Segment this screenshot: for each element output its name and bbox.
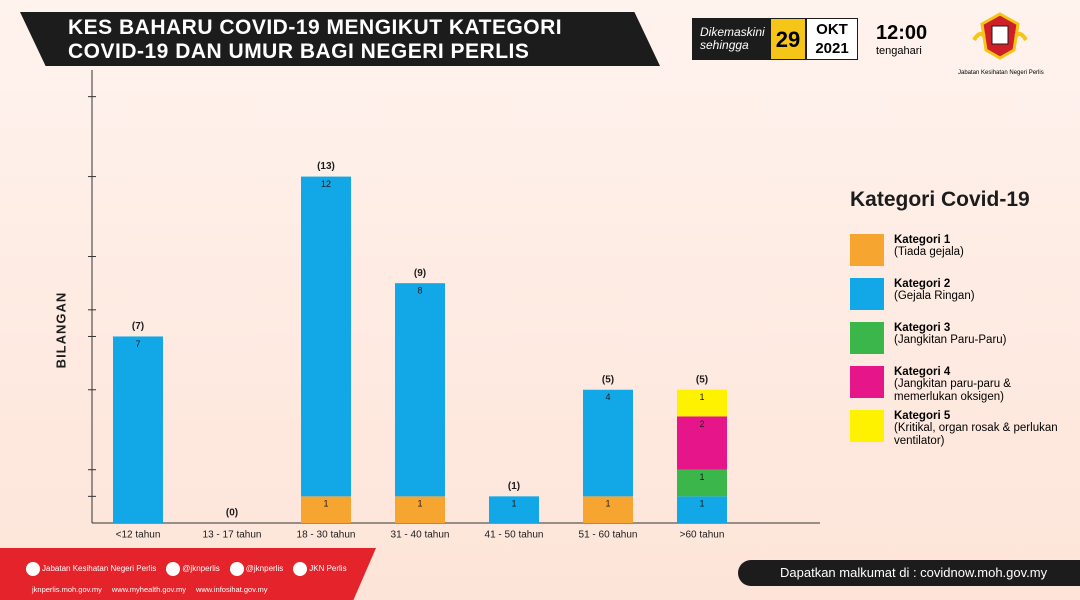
legend-description: (Jangkitan paru-paru & memerlukan oksige… <box>894 378 1011 403</box>
logo-text: Jabatan Kesihatan Negeri Perlis <box>958 70 1044 76</box>
legend-item: Kategori 1 (Tiada gejala) <box>850 234 1070 278</box>
website: www.myhealth.gov.my <box>111 585 186 594</box>
updated-label: Dikemaskini sehingga <box>692 18 770 60</box>
bar-segment <box>489 496 539 523</box>
total-label: (5) <box>602 374 614 385</box>
bar-segment <box>677 469 727 497</box>
legend-item: Kategori 3 (Jangkitan Paru-Paru) <box>850 322 1070 366</box>
bar-segment <box>301 496 351 523</box>
time: 12:00 <box>876 22 928 44</box>
legend-description: (Gejala Ringan) <box>894 290 975 302</box>
segment-label: 1 <box>699 499 704 509</box>
legend-text: Kategori 1 (Tiada gejala) <box>894 234 964 278</box>
social-list: Jabatan Kesihatan Negeri Perlis @jknperli… <box>26 562 347 576</box>
bar-segment <box>395 283 445 497</box>
legend-name: Kategori 4 <box>894 366 951 378</box>
legend-text: Kategori 5 (Kritikal, organ rosak & perlu… <box>894 410 1070 454</box>
bar-segment <box>583 496 633 523</box>
legend-text: Kategori 3 (Jangkitan Paru-Paru) <box>894 322 1007 366</box>
segment-label: 1 <box>605 499 610 509</box>
social-handle: @jknperlis <box>166 562 219 576</box>
segment-label: 7 <box>135 339 140 349</box>
x-tick-label: 13 - 17 tahun <box>203 530 262 541</box>
segment-label: 2 <box>699 419 704 429</box>
x-tick-label: <12 tahun <box>116 530 161 541</box>
logo <box>972 12 1028 60</box>
time-note: tengahari <box>876 45 922 57</box>
total-label: (13) <box>317 161 335 172</box>
legend-swatch <box>850 234 884 266</box>
legend-description: (Kritikal, organ rosak & perlukan ventil… <box>894 422 1058 447</box>
social-handle: @jknperlis <box>230 562 283 576</box>
website: www.infosihat.gov.my <box>195 585 268 594</box>
total-label: (9) <box>414 268 426 279</box>
legend-title: Kategori Covid-19 <box>850 188 1030 211</box>
legend-description: (Jangkitan Paru-Paru) <box>894 334 1007 346</box>
segment-label: 1 <box>699 472 704 482</box>
x-tick-label: >60 tahun <box>680 530 725 541</box>
bar-segment <box>113 336 163 523</box>
x-tick-label: 18 - 30 tahun <box>297 530 356 541</box>
bar-segment <box>301 176 351 497</box>
total-label: (7) <box>132 321 144 332</box>
segment-label: 1 <box>323 499 328 509</box>
legend-swatch <box>850 278 884 310</box>
month: OKT <box>816 21 848 38</box>
day: 29 <box>770 18 806 60</box>
bar-segment <box>677 496 727 523</box>
bar-segment <box>677 416 727 470</box>
segment-label: 1 <box>417 499 422 509</box>
year: 2021 <box>815 40 849 57</box>
title-line: KES BAHARU COVID-19 MENGIKUT KATEGORI <box>68 16 563 39</box>
legend-item: Kategori 4 (Jangkitan paru-paru & memerlu… <box>850 366 1070 410</box>
legend-name: Kategori 5 <box>894 410 951 422</box>
title-line: COVID-19 DAN UMUR BAGI NEGERI PERLIS <box>68 40 530 63</box>
source-note: Dapatkan malkumat di : covidnow.moh.gov.… <box>738 560 1080 586</box>
footer-social: Jabatan Kesihatan Negeri Perlis @jknperli… <box>0 548 376 600</box>
legend-name: Kategori 3 <box>894 322 951 334</box>
bar-segment <box>583 389 633 497</box>
title-banner: KES BAHARU COVID-19 MENGIKUT KATEGORI CO… <box>20 12 660 66</box>
total-label: (5) <box>696 374 708 385</box>
legend-item: Kategori 5 (Kritikal, organ rosak & perlu… <box>850 410 1070 454</box>
legend-text: Kategori 4 (Jangkitan paru-paru & memerlu… <box>894 366 1070 410</box>
segment-label: 4 <box>605 392 610 402</box>
x-tick-label: 51 - 60 tahun <box>579 530 638 541</box>
legend-item: Kategori 2 (Gejala Ringan) <box>850 278 1070 322</box>
y-axis-label: BILANGAN <box>53 292 68 369</box>
x-tick-label: 31 - 40 tahun <box>391 530 450 541</box>
legend-text: Kategori 2 (Gejala Ringan) <box>894 278 975 322</box>
month-year: OKT 2021 <box>806 18 858 60</box>
website: jknperlis.moh.gov.my <box>32 585 102 594</box>
bar-segment <box>395 496 445 523</box>
total-label: (0) <box>226 508 238 519</box>
legend: Kategori Covid-19 Kategori 1 (Tiada gejal… <box>850 188 1070 454</box>
legend-name: Kategori 1 <box>894 234 951 246</box>
bar-segment <box>677 389 727 417</box>
social-handle: JKN Perlis <box>293 562 346 576</box>
segment-label: 8 <box>417 286 422 296</box>
legend-swatch <box>850 410 884 442</box>
x-tick-label: 41 - 50 tahun <box>485 530 544 541</box>
legend-swatch <box>850 366 884 398</box>
segment-label: 1 <box>511 499 516 509</box>
segment-label: 1 <box>699 392 704 402</box>
website-list: jknperlis.moh.gov.my www.myhealth.gov.my w… <box>32 585 278 594</box>
legend-swatch <box>850 322 884 354</box>
total-label: (1) <box>508 481 520 492</box>
legend-description: (Tiada gejala) <box>894 246 964 258</box>
social-handle: Jabatan Kesihatan Negeri Perlis <box>26 562 156 576</box>
legend-name: Kategori 2 <box>894 278 951 290</box>
segment-label: 12 <box>321 179 331 189</box>
update-box: Dikemaskini sehingga 29 OKT 2021 <box>692 18 858 60</box>
